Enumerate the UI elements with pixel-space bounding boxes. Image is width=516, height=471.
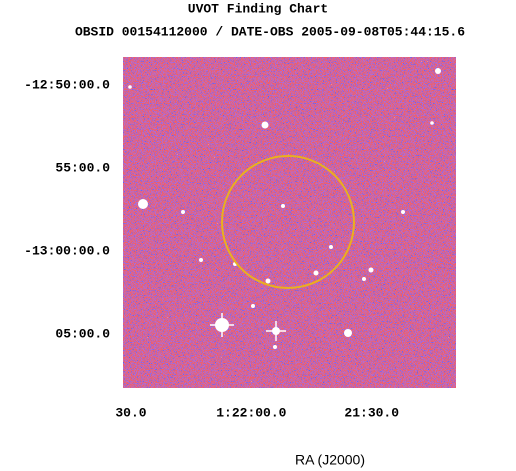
- y-tick-label: 05:00.0: [55, 326, 110, 341]
- chart-subtitle: OBSID 00154112000 / DATE-OBS 2005-09-08T…: [75, 24, 465, 39]
- x-tick-label: 21:30.0: [344, 405, 399, 420]
- x-tick-label: 30.0: [115, 405, 146, 420]
- y-tick-label: 55:00.0: [55, 161, 110, 176]
- image-noise: [123, 57, 456, 388]
- y-tick-label: -13:00:00.0: [24, 243, 110, 258]
- source-region: [221, 155, 355, 289]
- chart-title: UVOT Finding Chart: [188, 1, 328, 16]
- diffraction-spikes: [210, 313, 286, 341]
- sky-image: [123, 57, 456, 388]
- x-tick-label: 1:22:00.0: [216, 405, 286, 420]
- x-axis-label: RA (J2000): [295, 452, 365, 468]
- y-tick-label: -12:50:00.0: [24, 77, 110, 92]
